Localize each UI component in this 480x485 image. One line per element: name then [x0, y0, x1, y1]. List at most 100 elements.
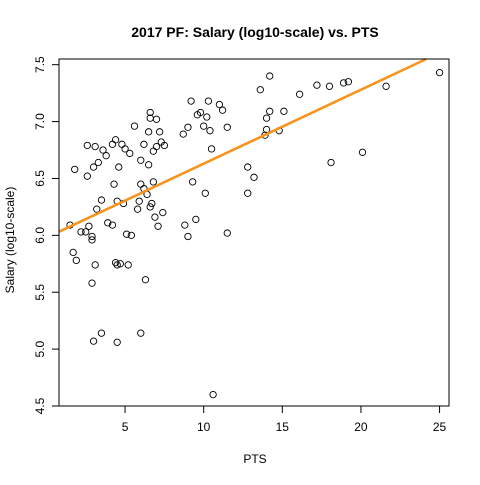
- data-point: [148, 199, 156, 208]
- regression-line: [58, 57, 427, 233]
- data-point: [85, 222, 93, 230]
- x-tick-label: 20: [354, 420, 368, 434]
- data-point: [159, 208, 167, 217]
- data-point: [382, 82, 390, 90]
- data-point: [93, 205, 101, 213]
- x-tick-label: 10: [197, 420, 211, 434]
- x-tick-label: 5: [122, 420, 129, 434]
- data-point: [130, 122, 139, 130]
- data-point: [184, 232, 192, 241]
- y-tick-label: 5.5: [33, 284, 47, 301]
- y-tick-label: 6.5: [33, 170, 47, 187]
- data-point: [113, 338, 121, 346]
- data-point: [244, 189, 252, 197]
- data-point: [118, 140, 126, 148]
- data-point: [97, 329, 106, 337]
- y-tick-label: 6.0: [33, 227, 47, 244]
- data-point: [295, 90, 304, 98]
- data-point: [250, 173, 258, 181]
- data-point: [82, 228, 90, 236]
- data-point: [179, 130, 187, 138]
- data-point: [154, 222, 162, 230]
- y-tick-label: 7.0: [33, 113, 47, 130]
- data-point: [137, 180, 145, 188]
- data-point: [111, 258, 120, 267]
- data-point: [187, 97, 195, 105]
- data-point: [83, 172, 91, 180]
- data-point: [149, 147, 158, 155]
- x-axis-label: PTS: [243, 452, 266, 466]
- y-tick-label: 7.5: [33, 56, 47, 73]
- data-point: [124, 261, 132, 269]
- data-point: [140, 140, 148, 148]
- data-point: [104, 219, 112, 227]
- data-point: [135, 197, 143, 205]
- data-point: [223, 229, 231, 237]
- data-point: [435, 69, 444, 77]
- x-tick-label: 15: [276, 420, 290, 434]
- data-point: [313, 81, 321, 89]
- data-point: [209, 390, 217, 399]
- data-point: [201, 189, 209, 197]
- data-point: [88, 279, 96, 287]
- data-point: [244, 163, 252, 171]
- data-point: [113, 261, 121, 269]
- data-point: [215, 100, 224, 109]
- data-point: [69, 248, 77, 257]
- data-point: [146, 108, 154, 117]
- data-point: [189, 178, 197, 186]
- x-tick-label: 25: [433, 420, 447, 434]
- data-point: [266, 72, 274, 80]
- data-point: [151, 213, 159, 221]
- data-point: [83, 141, 91, 150]
- data-point: [152, 142, 161, 151]
- data-point: [144, 128, 153, 136]
- data-point: [204, 97, 213, 105]
- data-point: [196, 108, 205, 117]
- data-point: [110, 180, 118, 188]
- data-point: [141, 276, 150, 284]
- data-point: [184, 123, 192, 131]
- data-point: [280, 107, 288, 115]
- data-point: [344, 78, 353, 86]
- data-point: [207, 145, 216, 153]
- chart-title: 2017 PF: Salary (log10-scale) vs. PTS: [131, 24, 378, 40]
- data-point: [327, 158, 335, 167]
- data-point: [262, 114, 271, 122]
- data-point: [108, 221, 117, 229]
- data-point: [358, 148, 367, 156]
- data-point: [192, 215, 200, 224]
- y-tick-label: 4.5: [33, 397, 47, 414]
- data-point: [149, 178, 158, 186]
- data-point: [203, 113, 211, 121]
- data-point: [122, 230, 131, 238]
- y-tick-label: 5.0: [33, 340, 47, 357]
- data-point: [155, 128, 164, 136]
- data-point: [160, 141, 169, 150]
- data-point: [121, 145, 129, 153]
- data-point: [146, 203, 154, 211]
- data-point: [102, 152, 110, 160]
- data-point: [77, 228, 85, 236]
- data-point: [89, 337, 98, 345]
- data-point: [89, 163, 98, 171]
- data-point: [137, 156, 145, 164]
- data-point: [108, 140, 117, 148]
- data-point: [206, 127, 214, 135]
- data-point: [88, 236, 96, 244]
- data-point: [72, 256, 80, 265]
- data-point: [97, 196, 106, 204]
- data-point: [94, 158, 102, 167]
- data-point: [152, 115, 161, 123]
- data-point: [111, 136, 120, 144]
- data-point: [126, 149, 134, 158]
- data-point: [91, 142, 99, 151]
- data-point: [223, 123, 231, 131]
- data-point: [116, 260, 124, 268]
- data-point: [218, 106, 227, 114]
- data-point: [181, 221, 189, 229]
- plot-area: 5 10 15 20 25 4.5 5.0 5.5 6.0 6.5 7.0 7.5: [33, 56, 450, 434]
- data-point: [339, 79, 348, 87]
- data-point: [266, 107, 274, 115]
